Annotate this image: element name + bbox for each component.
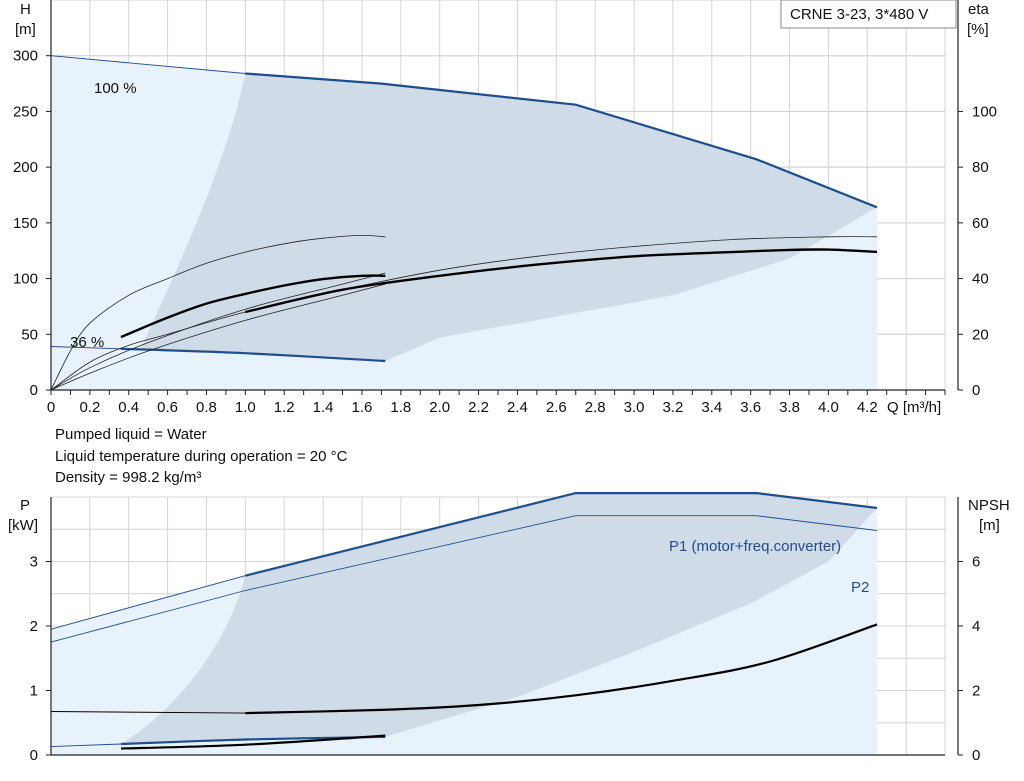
y-left-tick-label: 0 xyxy=(30,747,38,764)
head-chart-curves xyxy=(50,55,878,391)
head-axis-label: H xyxy=(20,1,31,18)
x-tick-label: 4.2 xyxy=(857,399,878,416)
pump-title: CRNE 3-23, 3*480 V xyxy=(790,6,928,23)
y-right-tick-label: 100 xyxy=(972,103,997,120)
y-right-tick-label: 4 xyxy=(972,618,980,635)
y-right-tick-label: 2 xyxy=(972,683,980,700)
p1-curve xyxy=(245,492,878,577)
x-tick-label: 2.0 xyxy=(429,399,450,416)
x-tick-label: 0.2 xyxy=(79,399,100,416)
npsh-axis-label: NPSH xyxy=(968,497,1010,514)
y-left-tick-label: 150 xyxy=(13,215,38,232)
head-curve-min-speed xyxy=(120,347,386,363)
efficiency-thin-a-curve xyxy=(50,272,386,391)
x-tick-label: 0.4 xyxy=(118,399,139,416)
x-tick-label: 3.4 xyxy=(701,399,722,416)
x-tick-label: 1.4 xyxy=(313,399,334,416)
y-left-tick-label: 250 xyxy=(13,103,38,120)
pump-title-box: CRNE 3-23, 3*480 V xyxy=(780,0,957,29)
note-pumped-liquid: Pumped liquid = Water xyxy=(55,426,207,443)
efficiency-max-speed-curve xyxy=(245,248,878,314)
x-tick-label: 2.2 xyxy=(468,399,489,416)
head-curve-min-speed-thin xyxy=(50,346,122,350)
y-left-tick-label: 3 xyxy=(30,554,38,571)
y-right-tick-label: 6 xyxy=(972,554,980,571)
x-tick-label: 0.6 xyxy=(157,399,178,416)
x-tick-label: 3.0 xyxy=(624,399,645,416)
power-chart-tick-labels: 0 1 2 3 0 2 4 6 xyxy=(30,554,981,765)
y-right-tick-label: 0 xyxy=(972,747,980,764)
x-tick-label: 0 xyxy=(47,399,55,416)
p2-series-label: P2 xyxy=(851,579,869,596)
efficiency-thin-min-curve xyxy=(50,234,386,391)
min-speed-label: 36 % xyxy=(70,334,104,351)
head-chart-tick-labels: 0 0.2 0.4 0.6 0.8 1.0 1.2 1.4 1.6 1.8 2.0 2.2 2.4 2.6… xyxy=(13,48,997,416)
x-tick-label: 2.6 xyxy=(546,399,567,416)
y-left-tick-label: 100 xyxy=(13,271,38,288)
npsh-curve-thin xyxy=(50,711,246,714)
dark-power-region xyxy=(121,493,877,744)
p2-min-speed-curve xyxy=(120,734,386,750)
note-liquid-temperature: Liquid temperature during operation = 20… xyxy=(55,448,348,465)
p2-curve xyxy=(50,515,878,643)
p1-curve-thin xyxy=(50,575,246,630)
x-tick-label: 2.8 xyxy=(585,399,606,416)
power-chart-curves xyxy=(50,492,878,750)
head-chart-operating-area xyxy=(51,55,877,390)
y-right-tick-label: 60 xyxy=(972,215,989,232)
x-tick-label: 1.0 xyxy=(235,399,256,416)
x-tick-label: 1.2 xyxy=(274,399,295,416)
y-left-tick-label: 50 xyxy=(21,326,38,343)
head-curve-max-speed xyxy=(245,72,878,209)
x-tick-label: 0.8 xyxy=(196,399,217,416)
eta-axis-unit: [%] xyxy=(967,21,989,38)
head-axis-unit: [m] xyxy=(15,21,36,38)
y-left-tick-label: 0 xyxy=(30,382,38,399)
dark-operating-region xyxy=(140,73,877,361)
note-density: Density = 998.2 kg/m³ xyxy=(55,469,201,486)
npsh-axis-unit: [m] xyxy=(979,517,1000,534)
x-tick-label: 1.6 xyxy=(352,399,373,416)
y-right-tick-label: 40 xyxy=(972,271,989,288)
eta-axis-label: eta xyxy=(968,1,990,18)
p1-series-label: P1 (motor+freq.converter) xyxy=(669,538,841,555)
y-left-tick-label: 300 xyxy=(13,48,38,65)
efficiency-thin-b-curve xyxy=(50,283,386,391)
y-left-tick-label: 2 xyxy=(30,618,38,635)
y-left-tick-label: 1 xyxy=(30,683,38,700)
y-right-tick-label: 20 xyxy=(972,326,989,343)
max-speed-label: 100 % xyxy=(94,80,137,97)
flow-axis-label-top: Q [m³/h] xyxy=(887,399,941,416)
y-right-tick-label: 0 xyxy=(972,382,980,399)
power-axis-label: P xyxy=(20,497,30,514)
head-chart-axes xyxy=(50,0,959,395)
x-tick-label: 2.4 xyxy=(507,399,528,416)
npsh-curve xyxy=(245,623,878,715)
x-tick-label: 3.6 xyxy=(740,399,761,416)
power-axis-unit: [kW] xyxy=(8,517,38,534)
x-tick-label: 4.0 xyxy=(818,399,839,416)
x-tick-label: 3.8 xyxy=(779,399,800,416)
y-left-tick-label: 200 xyxy=(13,159,38,176)
power-chart-operating-area xyxy=(51,493,877,755)
x-tick-label: 1.8 xyxy=(390,399,411,416)
p1-min-speed-curve-thin xyxy=(50,743,122,748)
y-right-tick-label: 80 xyxy=(972,159,989,176)
x-tick-label: 3.2 xyxy=(662,399,683,416)
efficiency-min-speed-curve xyxy=(120,274,386,339)
efficiency-thin-max-curve xyxy=(50,236,878,391)
head-curve-max-speed-thin xyxy=(50,55,246,74)
